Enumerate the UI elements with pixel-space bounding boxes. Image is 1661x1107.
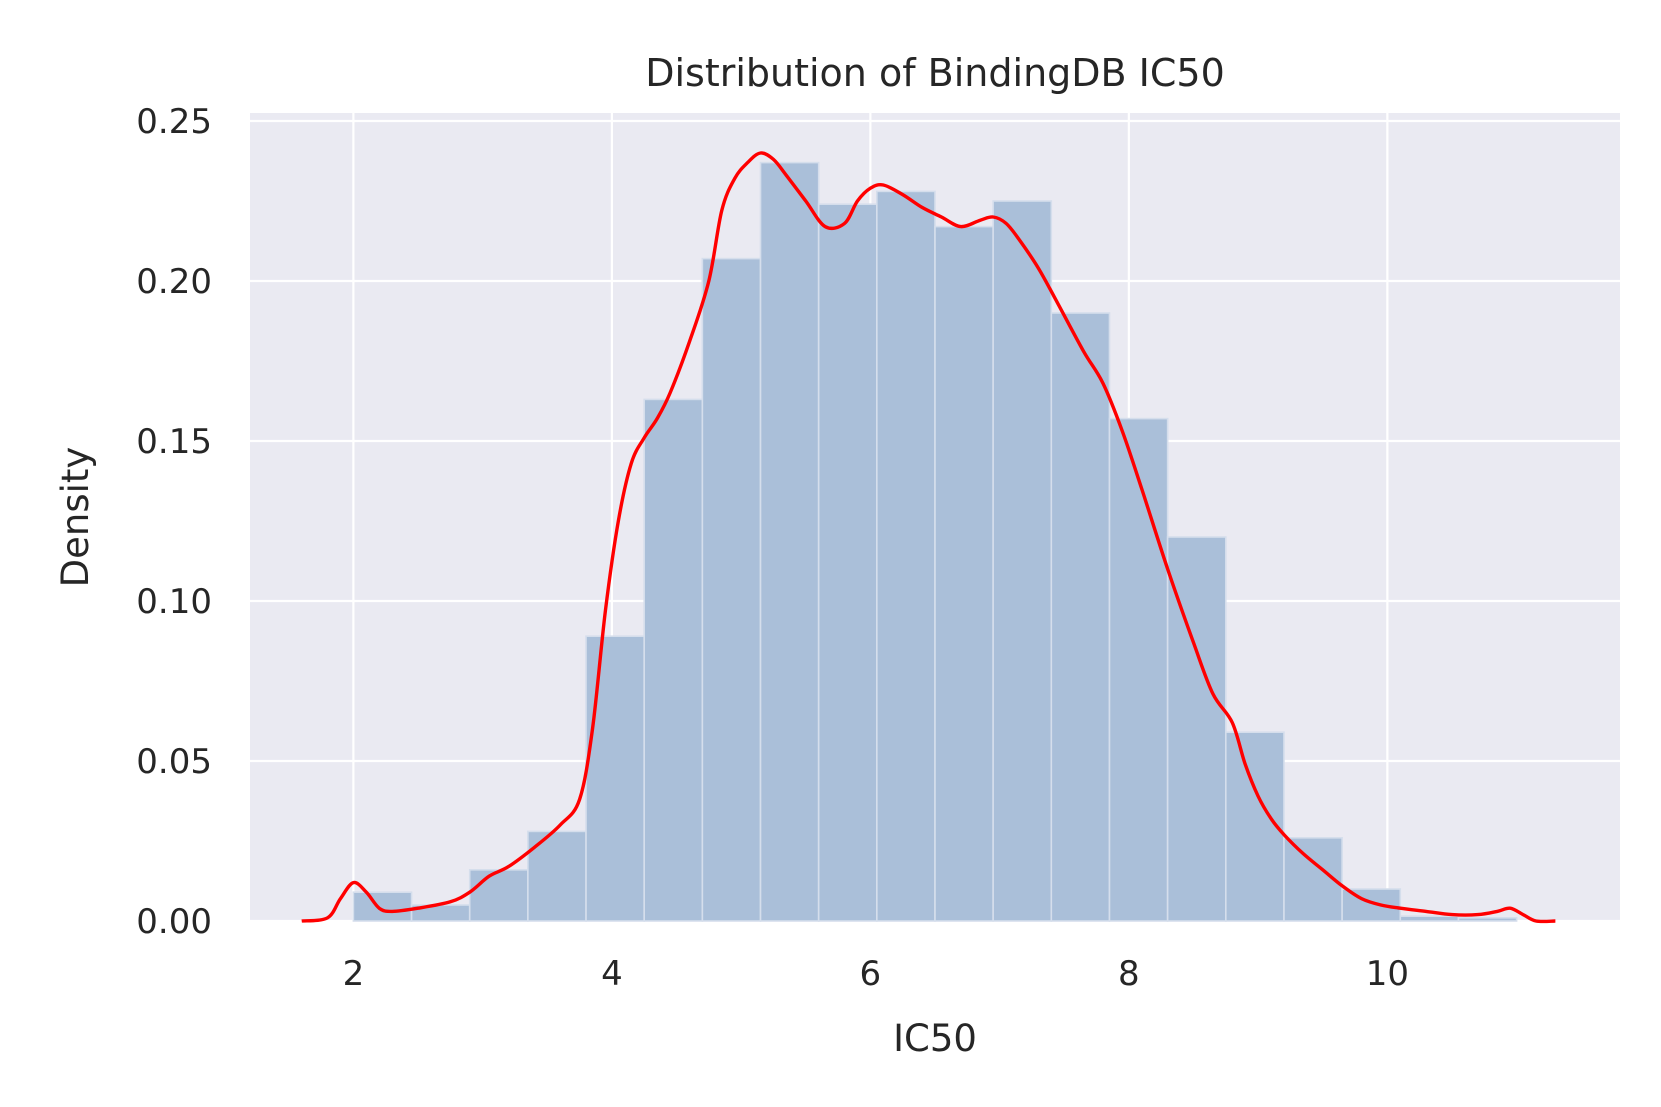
x-tick-label: 6 <box>860 954 882 994</box>
histogram-bar <box>934 225 994 922</box>
x-tick-label: 2 <box>343 954 365 994</box>
histogram-bar <box>643 398 704 922</box>
y-axis-ticks: 0.00 0.05 0.10 0.15 0.20 0.25 <box>136 102 212 942</box>
chart-title: Distribution of BindingDB IC50 <box>645 51 1225 95</box>
histogram-bar <box>1050 312 1111 922</box>
x-axis-ticks: 2 4 6 8 10 <box>343 954 1409 994</box>
x-tick-label: 4 <box>601 954 623 994</box>
histogram-bar <box>876 190 936 922</box>
histogram-bars <box>352 161 1518 922</box>
histogram-bar <box>701 257 762 922</box>
y-tick-label: 0.05 <box>136 742 212 782</box>
histogram-bar <box>352 891 413 922</box>
histogram-bar <box>1457 916 1518 922</box>
y-axis-label: Density <box>54 447 97 588</box>
histogram-bar <box>1225 731 1285 922</box>
histogram-bar <box>817 203 878 922</box>
y-tick-label: 0.15 <box>136 422 212 462</box>
histogram-bar <box>1108 417 1169 922</box>
y-tick-label: 0.10 <box>136 582 212 622</box>
x-tick-label: 10 <box>1366 954 1409 994</box>
histogram-bar <box>468 868 529 922</box>
histogram-bar <box>759 161 820 922</box>
histogram-bar <box>585 635 645 922</box>
x-tick-label: 8 <box>1118 954 1140 994</box>
histogram-bar <box>1399 915 1460 922</box>
kde-density-line <box>301 151 1556 924</box>
histogram-bar <box>992 200 1053 922</box>
y-tick-label: 0.00 <box>136 902 212 942</box>
x-axis-label: IC50 <box>893 1017 977 1060</box>
y-tick-label: 0.25 <box>136 102 212 142</box>
y-tick-label: 0.20 <box>136 262 212 302</box>
